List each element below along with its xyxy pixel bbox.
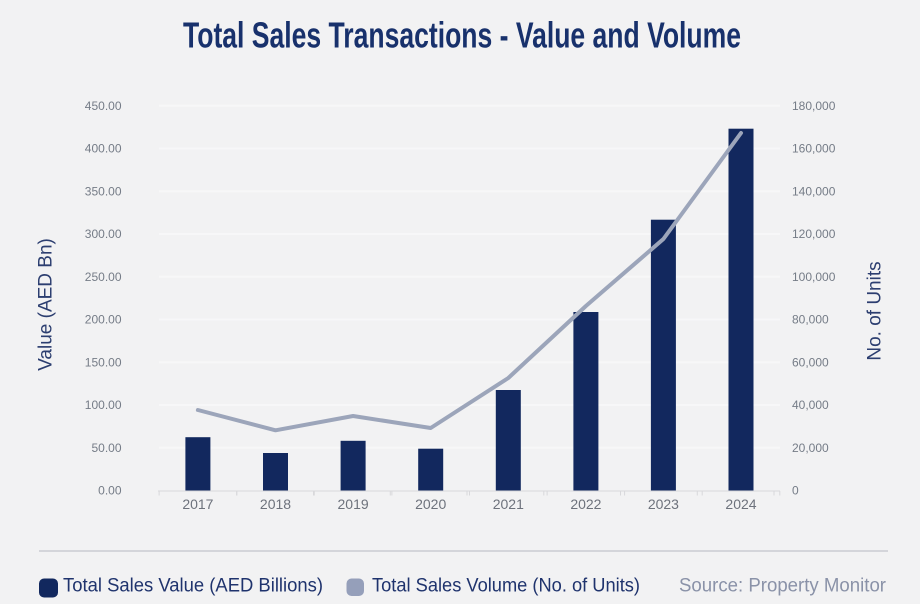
svg-text:50.00: 50.00 <box>91 441 121 455</box>
svg-text:350.00: 350.00 <box>85 185 122 199</box>
svg-text:Source: Property Monitor: Source: Property Monitor <box>679 576 887 597</box>
svg-text:2017: 2017 <box>182 496 213 512</box>
svg-text:Total Sales Transactions - Val: Total Sales Transactions - Value and Vol… <box>183 15 741 56</box>
svg-text:Value (AED Bn): Value (AED Bn) <box>36 238 57 371</box>
svg-text:400.00: 400.00 <box>85 142 122 156</box>
svg-text:2019: 2019 <box>338 496 369 512</box>
svg-text:Total Sales Value (AED Billion: Total Sales Value (AED Billions) <box>63 576 323 597</box>
svg-text:0: 0 <box>792 484 799 498</box>
svg-text:2024: 2024 <box>725 496 756 512</box>
svg-text:40,000: 40,000 <box>792 398 829 412</box>
svg-text:180,000: 180,000 <box>792 99 836 113</box>
svg-text:2020: 2020 <box>415 496 446 512</box>
svg-text:80,000: 80,000 <box>792 313 829 327</box>
svg-text:0.00: 0.00 <box>98 484 122 498</box>
svg-text:2022: 2022 <box>570 496 601 512</box>
svg-text:120,000: 120,000 <box>792 227 836 241</box>
svg-text:20,000: 20,000 <box>792 441 829 455</box>
svg-text:2018: 2018 <box>260 496 291 512</box>
svg-text:160,000: 160,000 <box>792 142 836 156</box>
svg-text:2023: 2023 <box>648 496 679 512</box>
svg-text:150.00: 150.00 <box>85 356 122 370</box>
svg-text:100,000: 100,000 <box>792 270 836 284</box>
svg-text:200.00: 200.00 <box>85 313 122 327</box>
svg-text:Total Sales Volume (No. of Uni: Total Sales Volume (No. of Units) <box>372 576 640 597</box>
svg-text:60,000: 60,000 <box>792 356 829 370</box>
svg-text:140,000: 140,000 <box>792 185 836 199</box>
svg-text:250.00: 250.00 <box>85 270 122 284</box>
svg-text:100.00: 100.00 <box>85 398 122 412</box>
svg-text:2021: 2021 <box>493 496 524 512</box>
svg-text:300.00: 300.00 <box>85 227 122 241</box>
svg-text:No. of Units: No. of Units <box>865 261 886 360</box>
svg-text:450.00: 450.00 <box>85 99 122 113</box>
